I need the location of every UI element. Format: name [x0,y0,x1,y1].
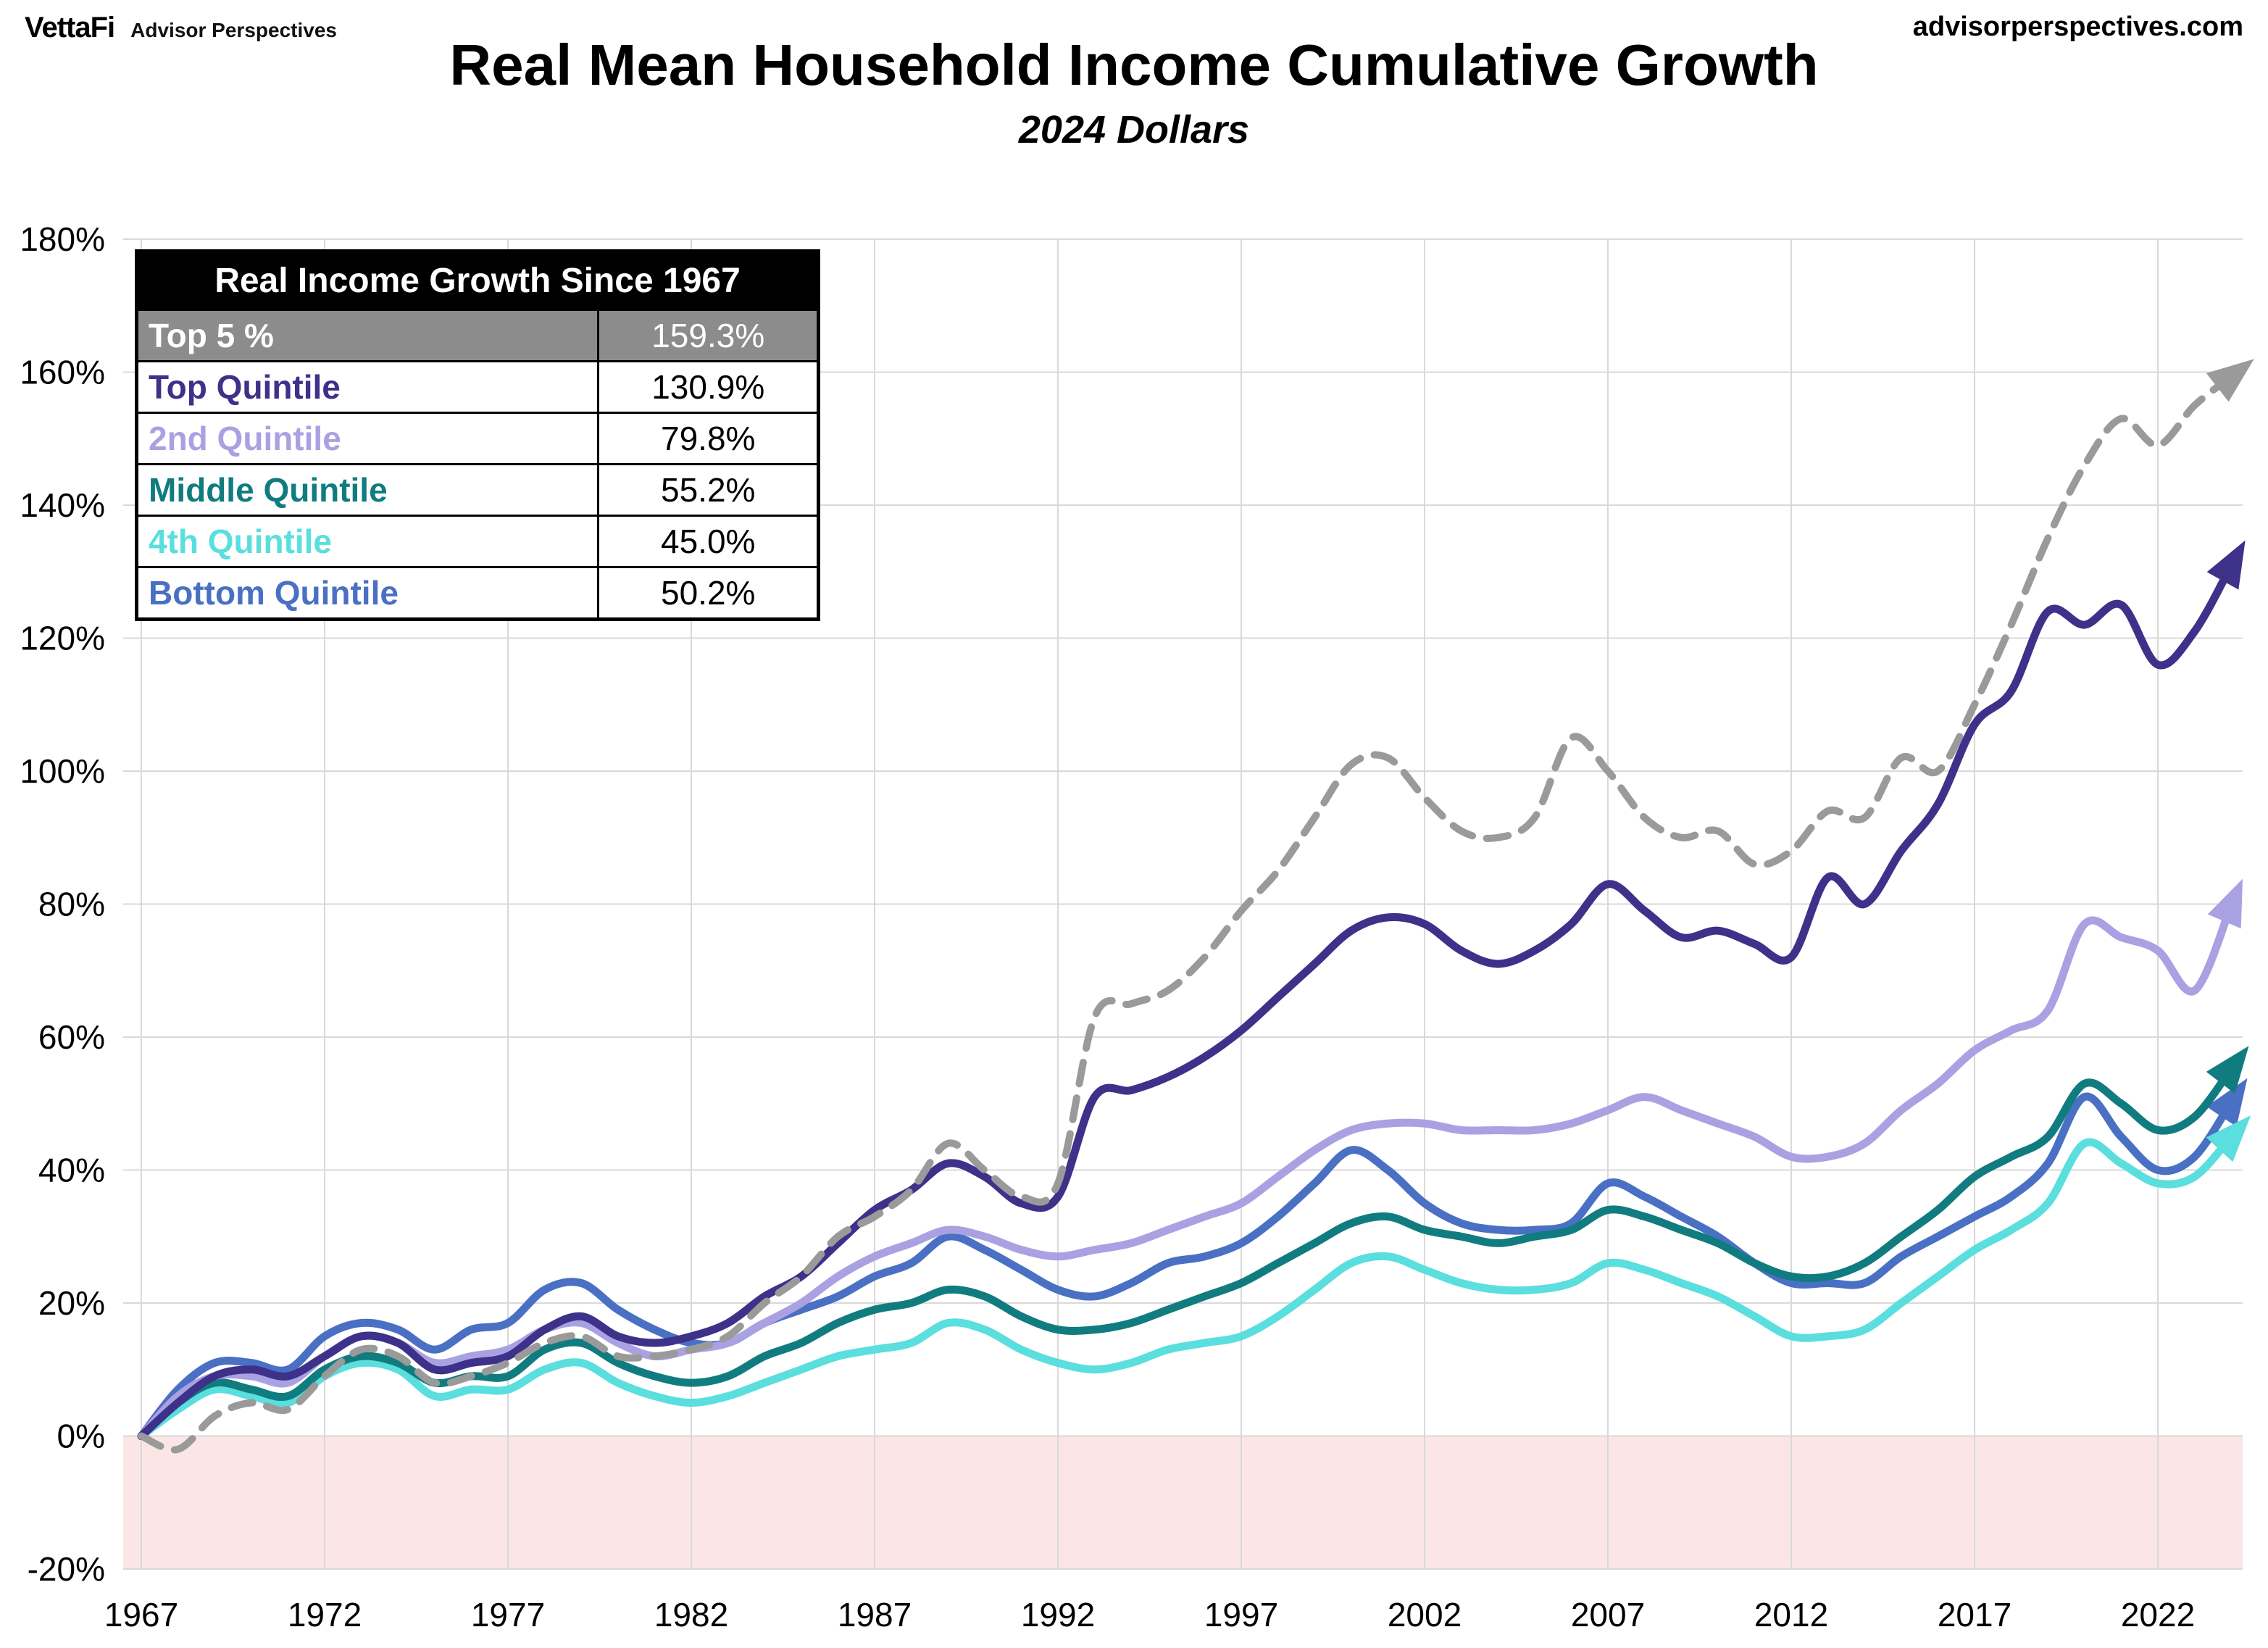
y-tick-label: 100% [20,752,105,790]
brand-name: VettaFi [25,12,115,43]
legend-label: Top 5 % [138,311,600,360]
x-tick-label: 1982 [654,1596,728,1634]
y-tick-label: 20% [38,1284,105,1322]
x-tick-label: 1992 [1021,1596,1095,1634]
x-tick-label: 2017 [1938,1596,2011,1634]
x-tick-label: 1997 [1204,1596,1278,1634]
legend-row-2nd-quintile: 2nd Quintile 79.8% [138,412,817,463]
legend-value: 159.3% [651,317,765,354]
top-bar: VettaFi Advisor Perspectives advisorpers… [25,12,2243,44]
legend-table: Real Income Growth Since 1967 Top 5 % 15… [135,249,820,621]
y-tick-label: 180% [20,220,105,258]
y-tick-label: 0% [57,1418,105,1455]
legend-row-top-quintile: Top Quintile 130.9% [138,360,817,412]
x-tick-label: 1972 [288,1596,362,1634]
series-line-top-5- [138,373,2235,1454]
y-tick-label: 120% [20,620,105,657]
series-line-bottom-quintile [137,1092,2235,1440]
series-arrow [2206,540,2246,590]
legend-value: 79.8% [661,420,756,457]
x-tick-label: 2007 [1571,1596,1645,1634]
chart-title: Real Mean Household Income Cumulative Gr… [449,33,1819,97]
x-tick-label: 2012 [1754,1596,1828,1634]
y-tick-label: 80% [38,886,105,923]
series-line-2nd-quintile [137,901,2235,1440]
y-tick-label: 60% [38,1018,105,1056]
legend-label: Top Quintile [138,362,600,412]
legend-row-middle-quintile: Middle Quintile 55.2% [138,463,817,515]
negative-region [123,1436,2243,1569]
legend-label: 2nd Quintile [138,414,600,463]
series-arrow [2207,878,2243,929]
legend-row-4th-quintile: 4th Quintile 45.0% [138,515,817,566]
series-arrow [2206,359,2254,402]
brand-subtitle: Advisor Perspectives [130,19,337,41]
y-tick-label: 40% [38,1152,105,1189]
legend-row-bottom-quintile: Bottom Quintile 50.2% [138,566,817,617]
series-arrow [2206,1078,2248,1127]
y-tick-label: 160% [20,354,105,391]
legend-row-top-5: Top 5 % 159.3% [138,309,817,360]
series-arrow [2206,1115,2251,1162]
x-tick-label: 2002 [1388,1596,1462,1634]
legend-value: 130.9% [651,368,765,406]
legend-title: Real Income Growth Since 1967 [138,253,817,309]
x-tick-label: 1967 [104,1596,178,1634]
series-line-top-quintile [137,561,2235,1440]
x-tick-label: 2022 [2121,1596,2195,1634]
site-url[interactable]: advisorperspectives.com [1912,12,2243,42]
legend-label: Bottom Quintile [138,568,600,617]
chart-subtitle: 2024 Dollars [1018,108,1250,151]
x-tick-label: 1977 [471,1596,545,1634]
series-arrow [2206,1046,2249,1094]
vettafi-logo: VettaFi Advisor Perspectives [25,12,337,44]
y-tick-label: 140% [20,486,105,524]
series-line-4th-quintile [137,1133,2235,1440]
x-tick-label: 1987 [838,1596,912,1634]
y-tick-label: -20% [28,1550,105,1588]
legend-value: 45.0% [661,523,756,560]
legend-label: 4th Quintile [138,517,600,566]
series-line-middle-quintile [137,1065,2235,1440]
legend-value: 55.2% [661,471,756,509]
legend-label: Middle Quintile [138,465,600,515]
legend-value: 50.2% [661,574,756,612]
